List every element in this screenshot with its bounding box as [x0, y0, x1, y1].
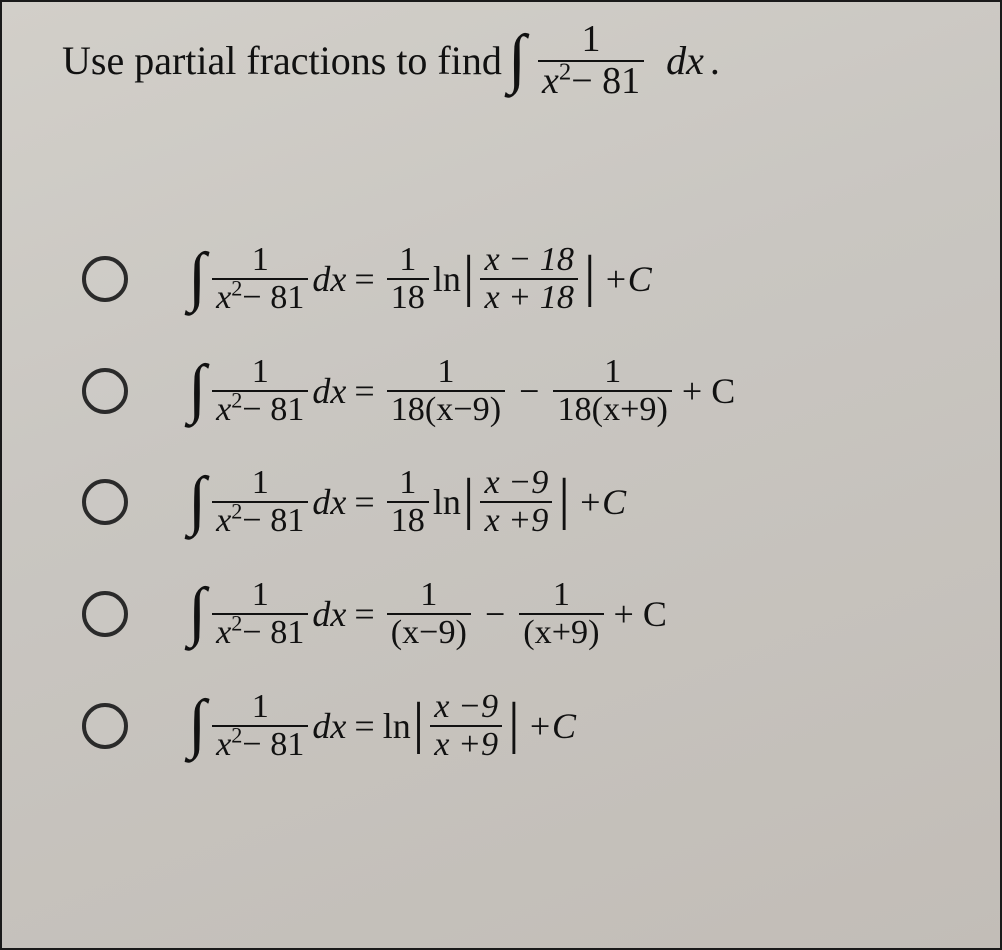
lhs-frac: 1 x2− 81 [212, 242, 308, 316]
coef-frac: 1 18 [387, 242, 429, 316]
plus-c: +C [528, 705, 576, 747]
integral-icon: ∫ [188, 592, 206, 632]
option-d-expr: ∫ 1 x2− 81 dx = 1 (x−9) − 1 (x+9) [188, 577, 667, 651]
radio-c[interactable] [82, 479, 128, 525]
abs-bar-icon: | [461, 480, 477, 520]
question-stem: Use partial fractions to find ∫ 1 x2− 81… [62, 20, 960, 102]
abs-bar-icon: | [461, 257, 477, 297]
dx-symbol: dx [666, 31, 704, 91]
abs-bar-icon: | [506, 704, 522, 744]
integral-icon: ∫ [188, 704, 206, 744]
option-e-expr: ∫ 1 x2− 81 dx = ln | x −9 x +9 | +C [188, 689, 576, 763]
integrand-fraction: 1 x2− 81 [538, 20, 644, 102]
option-b[interactable]: ∫ 1 x2− 81 dx = 1 18(x−9) − 1 18(x+9) [82, 354, 960, 428]
question-period: . [710, 31, 720, 91]
radio-b[interactable] [82, 368, 128, 414]
abs-bar-icon: | [411, 704, 427, 744]
question-page: Use partial fractions to find ∫ 1 x2− 81… [0, 0, 1002, 950]
option-c[interactable]: ∫ 1 x2− 81 dx = 1 18 ln | x −9 [82, 465, 960, 539]
option-a-expr: ∫ 1 x2− 81 dx = 1 18 ln | x − 18 [188, 242, 652, 316]
plus-c: + C [614, 593, 667, 635]
integral-icon: ∫ [188, 481, 206, 521]
option-b-expr: ∫ 1 x2− 81 dx = 1 18(x−9) − 1 18(x+9) [188, 354, 735, 428]
abs-bar-icon: | [582, 257, 598, 297]
options-list: ∫ 1 x2− 81 dx = 1 18 ln | x − 18 [62, 242, 960, 763]
integral-icon: ∫ [188, 257, 206, 297]
plus-c: +C [604, 258, 652, 300]
integral-sign: ∫ [508, 39, 526, 79]
radio-d[interactable] [82, 591, 128, 637]
option-d[interactable]: ∫ 1 x2− 81 dx = 1 (x−9) − 1 (x+9) [82, 577, 960, 651]
question-prefix: Use partial fractions to find [62, 31, 502, 91]
integral-icon: ∫ [188, 369, 206, 409]
plus-c: + C [682, 370, 735, 412]
integrand-den: x2− 81 [538, 62, 644, 102]
radio-a[interactable] [82, 256, 128, 302]
option-c-expr: ∫ 1 x2− 81 dx = 1 18 ln | x −9 [188, 465, 626, 539]
option-e[interactable]: ∫ 1 x2− 81 dx = ln | x −9 x +9 | +C [82, 689, 960, 763]
abs-frac: x − 18 x + 18 [480, 242, 578, 316]
option-a[interactable]: ∫ 1 x2− 81 dx = 1 18 ln | x − 18 [82, 242, 960, 316]
abs-bar-icon: | [556, 480, 572, 520]
integrand-num: 1 [578, 20, 605, 60]
radio-e[interactable] [82, 703, 128, 749]
plus-c: +C [578, 481, 626, 523]
